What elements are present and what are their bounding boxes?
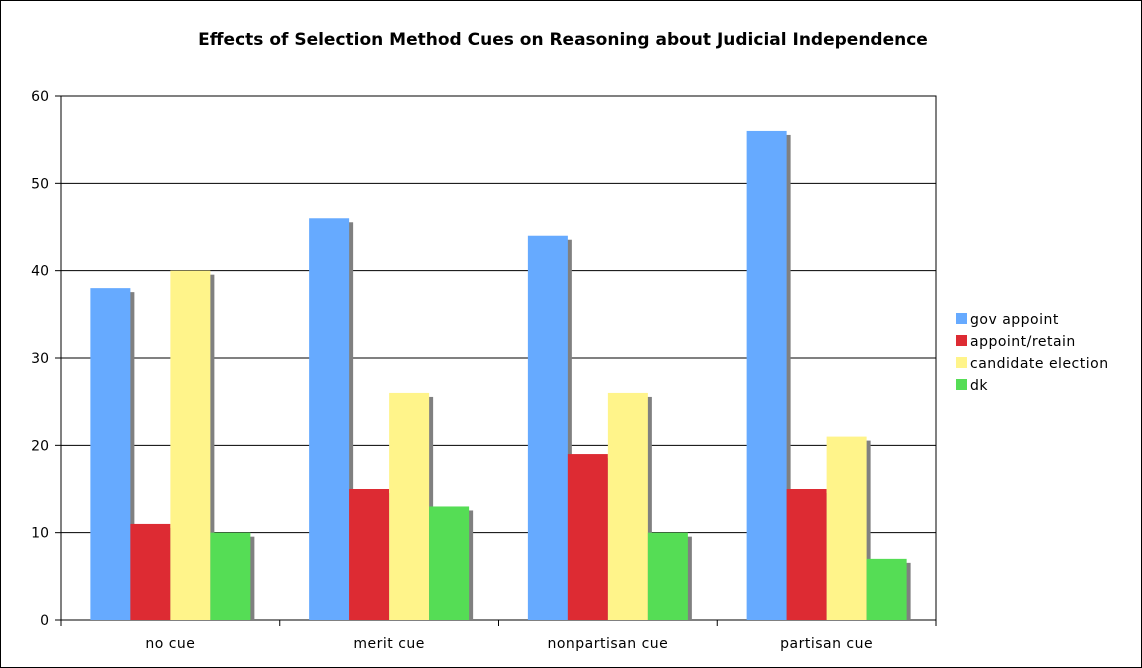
y-tick-label: 0 <box>40 613 49 629</box>
bar-gov-appoint <box>90 288 131 620</box>
bar-dk <box>866 558 907 620</box>
bar-appoint-retain <box>349 489 390 620</box>
bar-gov-appoint <box>527 235 568 620</box>
legend-label: gov appoint <box>970 312 1059 328</box>
bar-candidate-election <box>607 392 648 620</box>
bar-dk <box>210 532 251 620</box>
bar-candidate-election <box>170 270 211 620</box>
plot-area: 0 10 20 30 40 50 60 no cue merit cue nonpartisan … <box>31 89 937 652</box>
legend: gov appoint appoint/retain candidate elect… <box>956 312 1109 394</box>
bar-dk <box>429 506 470 620</box>
x-tick-label: partisan cue <box>780 636 873 652</box>
x-tick-label: no cue <box>145 636 195 652</box>
legend-label: dk <box>970 378 988 394</box>
x-tick-label: merit cue <box>353 636 425 652</box>
bar-dk <box>647 532 688 620</box>
legend-swatch <box>956 357 967 368</box>
legend-swatch <box>956 313 967 324</box>
bar-gov-appoint <box>746 130 787 620</box>
bar-appoint-retain <box>567 454 608 620</box>
y-tick-label: 20 <box>31 438 49 454</box>
chart-title: Effects of Selection Method Cues on Reas… <box>198 30 928 50</box>
bar-candidate-election <box>826 436 867 620</box>
legend-label: appoint/retain <box>970 334 1076 350</box>
y-tick-label: 30 <box>31 351 49 367</box>
y-tick-label: 60 <box>31 89 49 105</box>
y-tick-label: 40 <box>31 264 49 280</box>
legend-label: candidate election <box>970 356 1109 372</box>
bar-gov-appoint <box>309 218 350 620</box>
bar-appoint-retain <box>786 489 827 620</box>
legend-swatch <box>956 379 967 390</box>
legend-swatch <box>956 335 967 346</box>
y-tick-label: 50 <box>31 176 49 192</box>
x-tick-label: nonpartisan cue <box>547 636 668 652</box>
bar-candidate-election <box>389 392 430 620</box>
y-tick-label: 10 <box>31 526 49 542</box>
bar-appoint-retain <box>130 523 171 620</box>
